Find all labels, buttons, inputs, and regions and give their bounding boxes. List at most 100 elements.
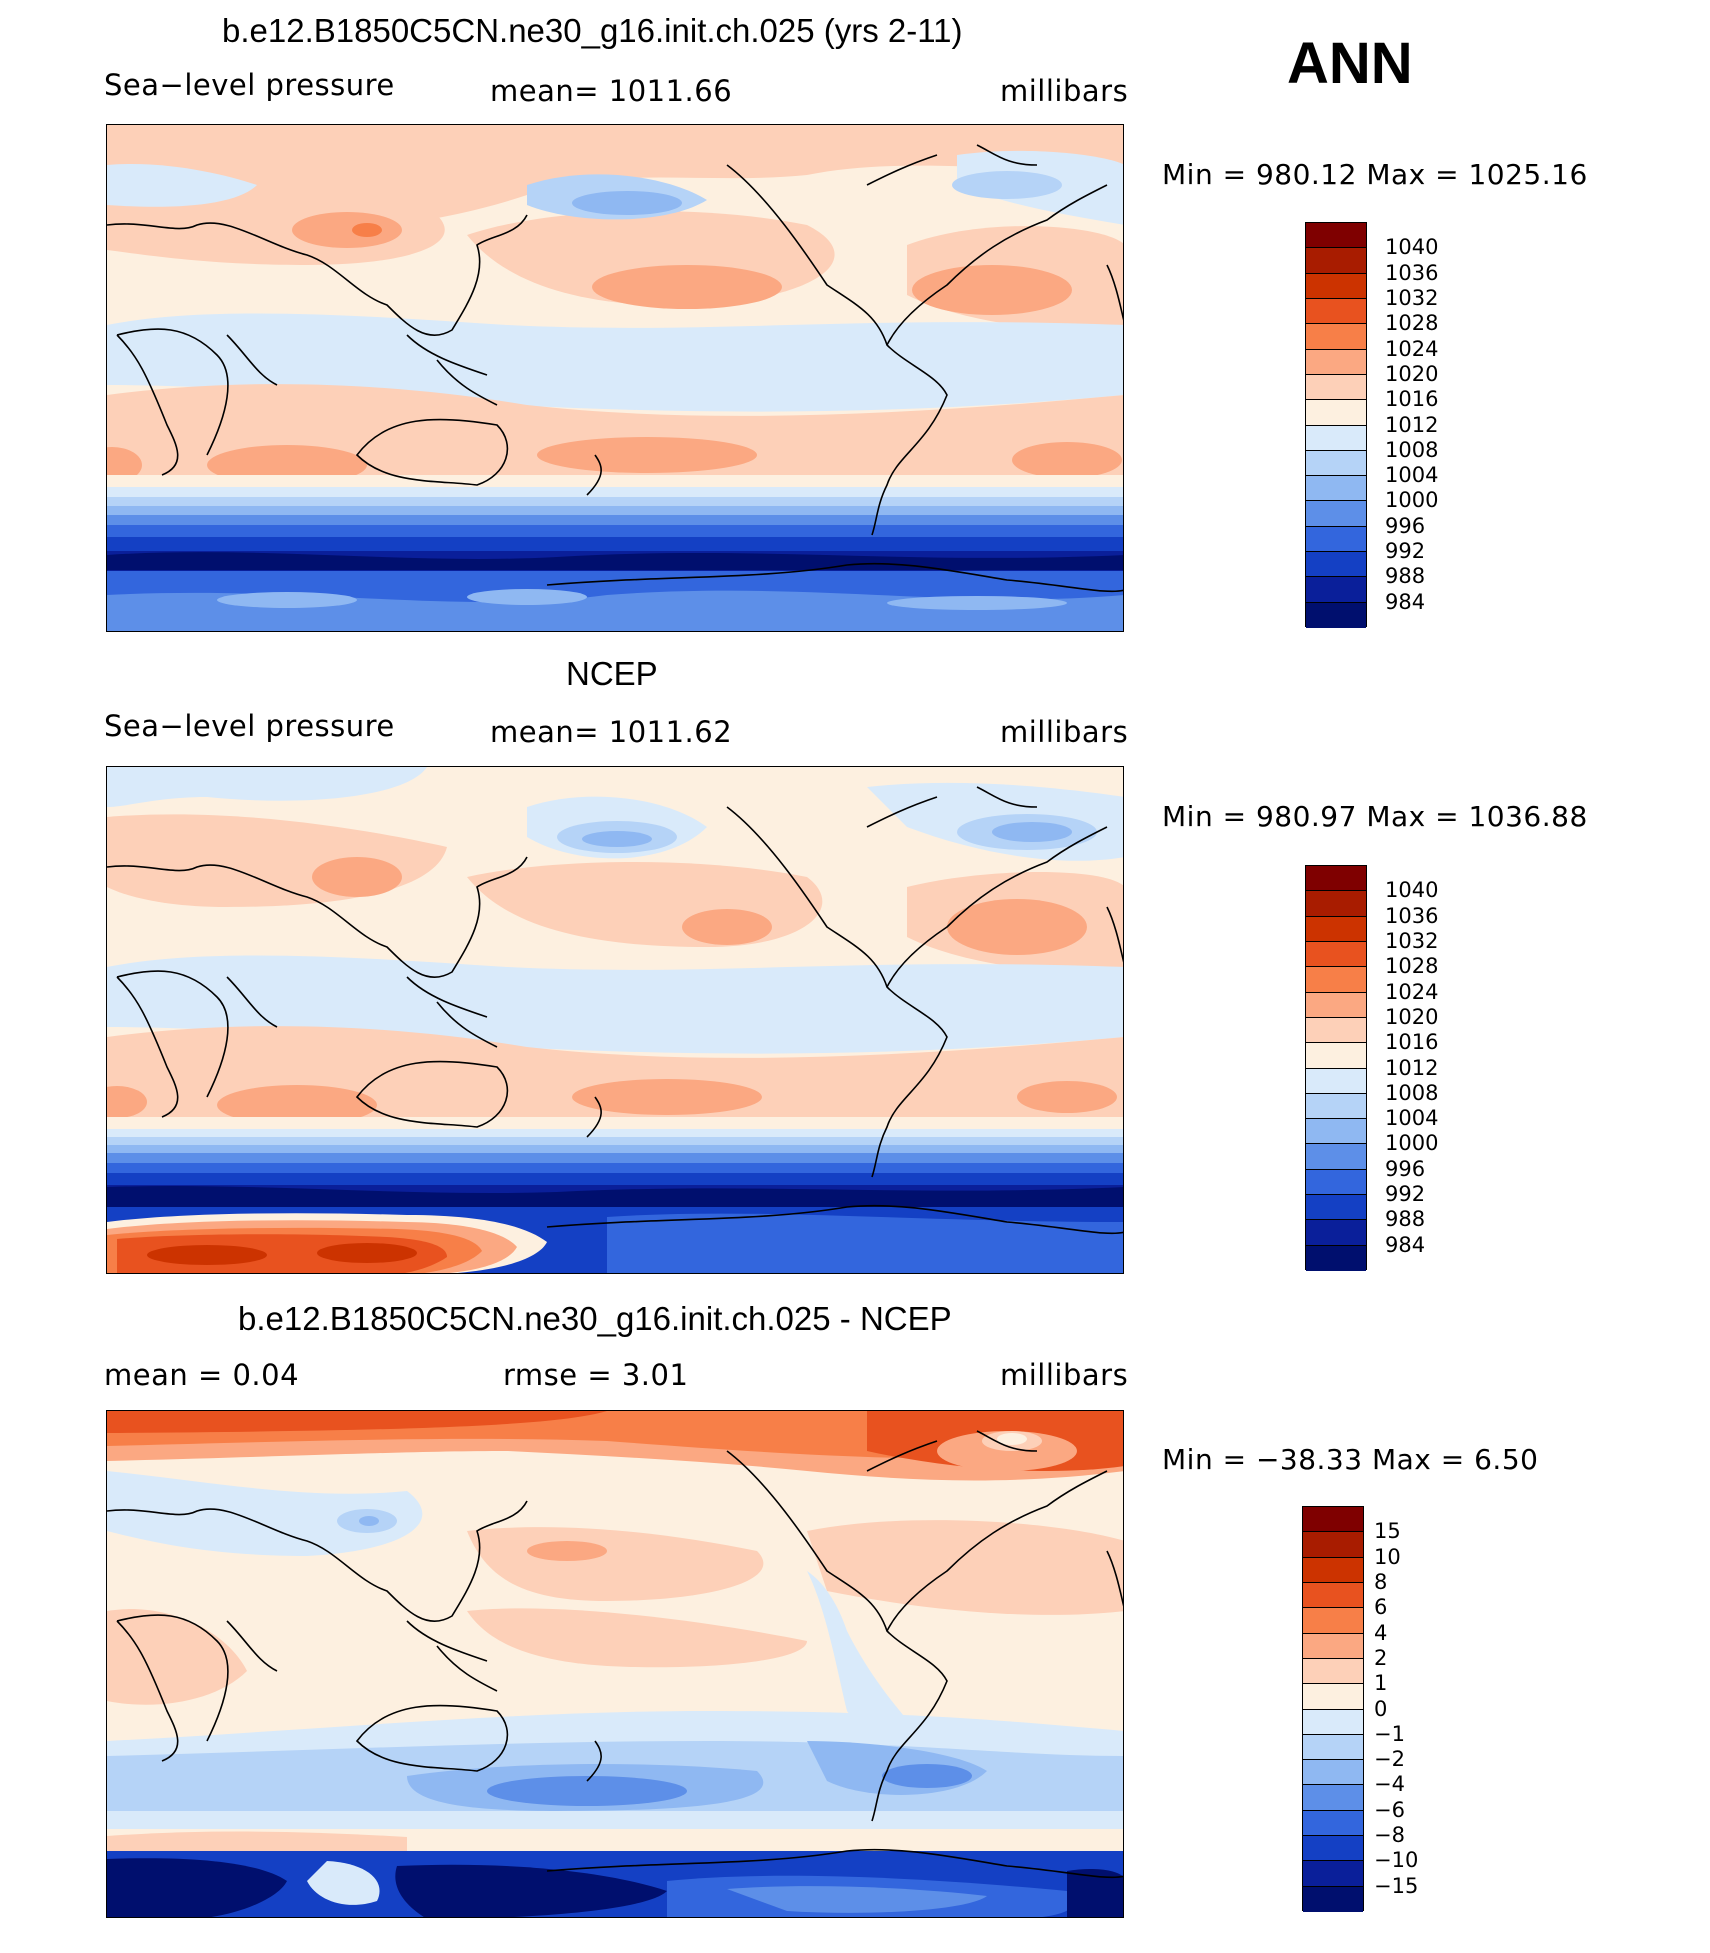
colorbar-tick-label: 1032 bbox=[1385, 928, 1439, 953]
colorbar-tick-label: −6 bbox=[1374, 1797, 1405, 1822]
colorbar-tick-label: 996 bbox=[1385, 1156, 1426, 1181]
colorbar-swatch bbox=[1306, 298, 1366, 325]
colorbar-tick-label: 10 bbox=[1374, 1544, 1401, 1569]
colorbar-tick-label: 1032 bbox=[1385, 285, 1439, 310]
minmax-label: Min = −38.33 Max = 6.50 bbox=[1162, 1443, 1539, 1476]
colorbar-swatch bbox=[1306, 1043, 1366, 1069]
colorbar-tick-label: −10 bbox=[1374, 1848, 1419, 1873]
colorbar-tick-label: 1020 bbox=[1385, 361, 1439, 386]
colorbar-tick-label: 1040 bbox=[1385, 235, 1439, 260]
colorbar-swatch bbox=[1306, 602, 1366, 628]
colorbar-swatch bbox=[1306, 891, 1366, 917]
colorbar-tick-label: 15 bbox=[1374, 1519, 1401, 1544]
panel-title: b.e12.B1850C5CN.ne30_g16.init.ch.025 (yr… bbox=[222, 12, 963, 49]
colorbar-tick-label: −1 bbox=[1374, 1721, 1405, 1746]
colorbar-swatch bbox=[1303, 1785, 1363, 1811]
colorbar-tick-label: 1012 bbox=[1385, 412, 1439, 437]
mean-label: mean= 1011.62 bbox=[490, 715, 733, 749]
colorbar-swatch bbox=[1303, 1709, 1363, 1735]
colorbar-swatch bbox=[1306, 1068, 1366, 1094]
colorbar-swatch bbox=[1306, 1017, 1366, 1044]
colorbar-swatch bbox=[1306, 501, 1366, 527]
colorbar-tick-label: 1024 bbox=[1385, 979, 1439, 1004]
colorbar-tick-label: 1004 bbox=[1385, 1106, 1439, 1131]
colorbar-swatch bbox=[1306, 1119, 1366, 1145]
colorbar-tick-label: 4 bbox=[1374, 1620, 1388, 1645]
colorbar-tick-label: 992 bbox=[1385, 1182, 1426, 1207]
variable-label: Sea−level pressure bbox=[104, 68, 395, 102]
colorbar-tick-label: 1012 bbox=[1385, 1055, 1439, 1080]
colorbar-swatch bbox=[1303, 1810, 1363, 1837]
colorbar-swatch bbox=[1303, 1861, 1363, 1887]
colorbar-tick-label: 1000 bbox=[1385, 1131, 1439, 1156]
panel-title: b.e12.B1850C5CN.ne30_g16.init.ch.025 - N… bbox=[238, 1300, 952, 1337]
colorbar bbox=[1302, 1506, 1364, 1912]
colorbar-tick-label: 992 bbox=[1385, 539, 1426, 564]
colorbar-swatch bbox=[1306, 941, 1366, 968]
colorbar-swatch bbox=[1306, 577, 1366, 603]
map-model-slp bbox=[106, 124, 1124, 632]
colorbar-tick-label: 984 bbox=[1385, 589, 1426, 614]
colorbar-tick-label: 996 bbox=[1385, 513, 1426, 538]
colorbar-swatch bbox=[1306, 1195, 1366, 1221]
colorbar-swatch bbox=[1303, 1760, 1363, 1786]
colorbar-tick-label: 1040 bbox=[1385, 878, 1439, 903]
colorbar-tick-label: 1016 bbox=[1385, 387, 1439, 412]
colorbar-tick-label: −8 bbox=[1374, 1823, 1405, 1848]
colorbar-tick-label: 1020 bbox=[1385, 1004, 1439, 1029]
colorbar-tick-label: −15 bbox=[1374, 1873, 1419, 1898]
colorbar-tick-label: 984 bbox=[1385, 1232, 1426, 1257]
colorbar-tick-label: 1008 bbox=[1385, 437, 1439, 462]
colorbar-tick-label: 988 bbox=[1385, 1207, 1426, 1232]
mean-label: mean = 0.04 bbox=[104, 1358, 300, 1392]
colorbar-swatch bbox=[1306, 374, 1366, 401]
colorbar-tick-label: 1036 bbox=[1385, 260, 1439, 285]
colorbar-swatch bbox=[1306, 1169, 1366, 1196]
colorbar-tick-label: −4 bbox=[1374, 1772, 1405, 1797]
colorbar-tick-label: 2 bbox=[1374, 1645, 1388, 1670]
colorbar-swatch bbox=[1306, 273, 1366, 299]
minmax-label: Min = 980.97 Max = 1036.88 bbox=[1162, 800, 1588, 833]
colorbar-swatch bbox=[1306, 223, 1366, 249]
colorbar-swatch bbox=[1306, 324, 1366, 350]
colorbar-swatch bbox=[1306, 248, 1366, 274]
colorbar-swatch bbox=[1303, 1507, 1363, 1533]
colorbar-swatch bbox=[1306, 1093, 1366, 1120]
colorbar-tick-label: 0 bbox=[1374, 1696, 1388, 1721]
colorbar-swatch bbox=[1303, 1633, 1363, 1659]
colorbar-swatch bbox=[1306, 866, 1366, 892]
colorbar-swatch bbox=[1306, 450, 1366, 477]
colorbar-swatch bbox=[1306, 349, 1366, 375]
colorbar-tick-label: 6 bbox=[1374, 1595, 1388, 1620]
colorbar bbox=[1305, 865, 1367, 1271]
colorbar-swatch bbox=[1306, 967, 1366, 993]
units-label: millibars bbox=[1000, 74, 1129, 108]
colorbar-tick-label: 1028 bbox=[1385, 954, 1439, 979]
minmax-label: Min = 980.12 Max = 1025.16 bbox=[1162, 158, 1588, 191]
colorbar-tick-label: 1016 bbox=[1385, 1030, 1439, 1055]
colorbar-swatch bbox=[1303, 1886, 1363, 1912]
colorbar-swatch bbox=[1306, 1144, 1366, 1170]
colorbar-tick-label: 1028 bbox=[1385, 311, 1439, 336]
colorbar-swatch bbox=[1303, 1658, 1363, 1685]
colorbar-tick-label: 1036 bbox=[1385, 903, 1439, 928]
mean-label: mean= 1011.66 bbox=[490, 74, 733, 108]
units-label: millibars bbox=[1000, 1358, 1129, 1392]
panel-title: NCEP bbox=[566, 655, 658, 692]
colorbar-swatch bbox=[1303, 1734, 1363, 1761]
colorbar-swatch bbox=[1306, 526, 1366, 553]
colorbar-swatch bbox=[1306, 1220, 1366, 1246]
colorbar-swatch bbox=[1303, 1836, 1363, 1862]
units-label: millibars bbox=[1000, 715, 1129, 749]
colorbar-swatch bbox=[1306, 1245, 1366, 1271]
colorbar-swatch bbox=[1303, 1557, 1363, 1583]
colorbar-swatch bbox=[1303, 1532, 1363, 1558]
colorbar-tick-label: 1024 bbox=[1385, 336, 1439, 361]
colorbar-tick-label: 988 bbox=[1385, 564, 1426, 589]
rmse-label: rmse = 3.01 bbox=[503, 1358, 689, 1392]
colorbar-tick-label: 1008 bbox=[1385, 1080, 1439, 1105]
colorbar-swatch bbox=[1306, 992, 1366, 1018]
season-label: ANN bbox=[1287, 31, 1413, 96]
colorbar bbox=[1305, 222, 1367, 628]
variable-label: Sea−level pressure bbox=[104, 709, 395, 743]
